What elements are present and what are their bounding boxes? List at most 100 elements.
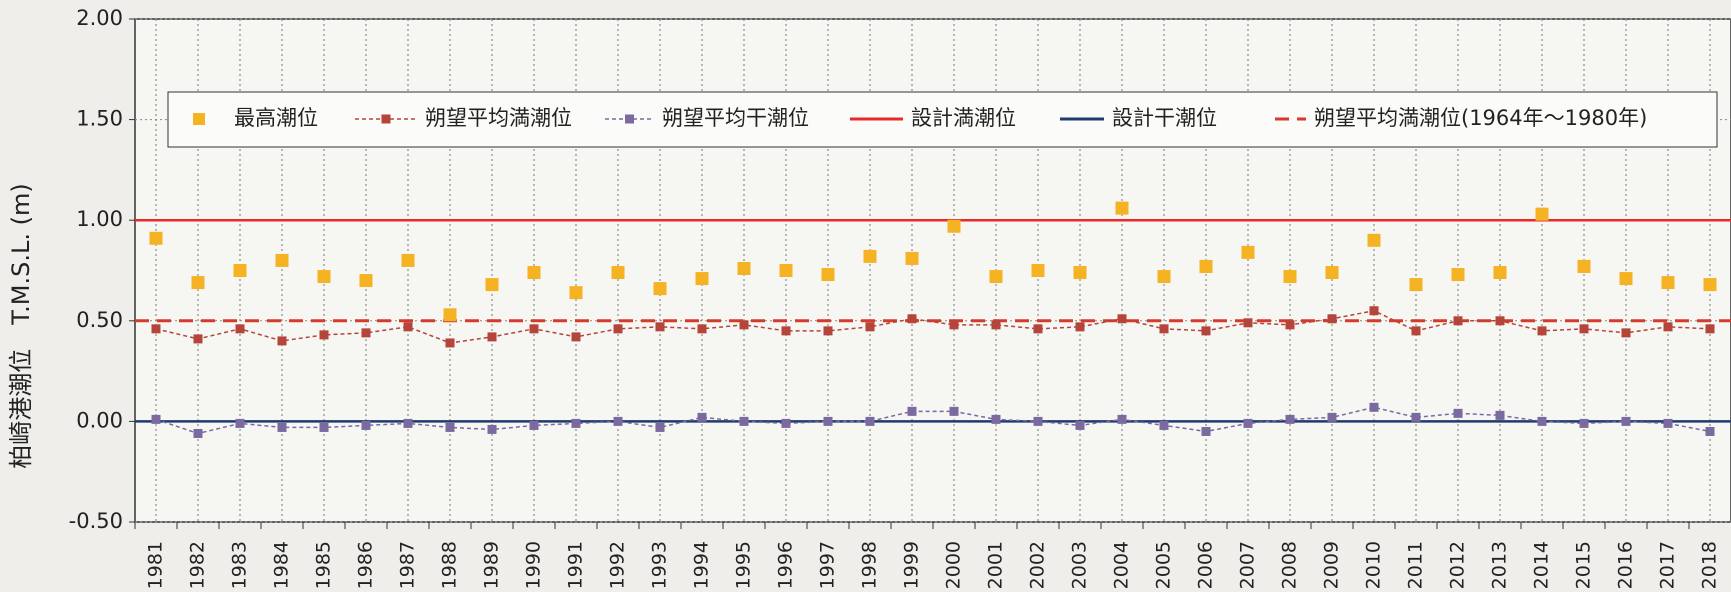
marker xyxy=(1201,426,1211,436)
marker xyxy=(445,422,455,432)
x-tick-label: 1995 xyxy=(733,541,755,589)
x-tick-label: 2016 xyxy=(1615,541,1637,589)
marker xyxy=(487,424,497,434)
marker xyxy=(151,414,161,424)
x-tick-label: 1994 xyxy=(691,541,713,589)
marker xyxy=(403,418,413,428)
marker xyxy=(613,416,623,426)
marker xyxy=(823,326,833,336)
x-tick-label: 1984 xyxy=(271,541,293,589)
marker xyxy=(1159,420,1169,430)
series-line xyxy=(155,406,1711,435)
marker xyxy=(863,249,877,263)
marker xyxy=(1495,316,1505,326)
marker xyxy=(359,274,373,288)
marker xyxy=(653,282,667,296)
marker xyxy=(1411,412,1421,422)
x-tick-label: 1990 xyxy=(523,541,545,589)
y-tick-label: -0.50 xyxy=(69,509,123,533)
marker xyxy=(319,422,329,432)
y-tick-label: 0.50 xyxy=(76,308,123,332)
marker xyxy=(1157,270,1171,284)
marker xyxy=(1663,418,1673,428)
x-tick-label: 1985 xyxy=(313,541,335,589)
marker xyxy=(1327,412,1337,422)
x-tick-label: 2006 xyxy=(1195,541,1217,589)
marker xyxy=(907,314,917,324)
marker xyxy=(697,412,707,422)
x-tick-label: 1992 xyxy=(607,541,629,589)
x-tick-label: 1993 xyxy=(649,541,671,589)
marker xyxy=(569,286,583,300)
marker xyxy=(485,278,499,292)
x-tick-label: 2011 xyxy=(1405,541,1427,589)
marker xyxy=(991,320,1001,330)
marker xyxy=(1537,326,1547,336)
marker xyxy=(1033,416,1043,426)
marker xyxy=(1115,201,1129,215)
marker xyxy=(1705,426,1715,436)
marker xyxy=(277,336,287,346)
marker xyxy=(989,270,1003,284)
marker xyxy=(1241,245,1255,259)
marker xyxy=(1075,322,1085,332)
marker xyxy=(1535,207,1549,221)
marker xyxy=(697,324,707,334)
marker xyxy=(655,422,665,432)
x-tick-label: 1999 xyxy=(901,541,923,589)
marker xyxy=(1327,314,1337,324)
x-tick-label: 2009 xyxy=(1321,541,1343,589)
x-tick-label: 2000 xyxy=(943,541,965,589)
marker xyxy=(1073,266,1087,280)
marker xyxy=(149,231,163,245)
marker xyxy=(823,416,833,426)
marker xyxy=(821,268,835,282)
x-tick-label: 1983 xyxy=(229,541,251,589)
marker xyxy=(1159,324,1169,334)
marker xyxy=(1495,410,1505,420)
marker xyxy=(905,251,919,265)
marker xyxy=(611,266,625,280)
marker xyxy=(1243,418,1253,428)
marker xyxy=(1621,328,1631,338)
marker xyxy=(487,332,497,342)
marker xyxy=(1451,268,1465,282)
marker xyxy=(991,414,1001,424)
x-tick-label: 2014 xyxy=(1531,541,1553,589)
marker xyxy=(445,338,455,348)
x-tick-label: 2010 xyxy=(1363,541,1385,589)
marker xyxy=(401,253,415,267)
marker xyxy=(781,418,791,428)
marker xyxy=(1075,420,1085,430)
marker xyxy=(781,326,791,336)
x-tick-label: 1989 xyxy=(481,541,503,589)
legend-marker xyxy=(625,114,634,124)
marker xyxy=(235,418,245,428)
x-tick-label: 2008 xyxy=(1279,541,1301,589)
marker xyxy=(277,422,287,432)
marker xyxy=(235,324,245,334)
marker xyxy=(1537,416,1547,426)
marker xyxy=(613,324,623,334)
marker xyxy=(1367,233,1381,247)
marker xyxy=(1285,320,1295,330)
x-tick-label: 1997 xyxy=(817,541,839,589)
x-tick-label: 2001 xyxy=(985,541,1007,589)
marker xyxy=(1325,266,1339,280)
x-tick-label: 2002 xyxy=(1027,541,1049,589)
marker xyxy=(317,270,331,284)
marker xyxy=(907,406,917,416)
marker xyxy=(151,324,161,334)
x-tick-label: 2004 xyxy=(1111,541,1133,589)
marker xyxy=(1661,276,1675,290)
marker xyxy=(1369,306,1379,316)
marker xyxy=(403,322,413,332)
marker xyxy=(193,428,203,438)
marker xyxy=(1201,326,1211,336)
marker xyxy=(1703,278,1717,292)
marker xyxy=(1619,272,1633,286)
marker xyxy=(1411,326,1421,336)
legend-label: 設計満潮位 xyxy=(911,106,1016,130)
